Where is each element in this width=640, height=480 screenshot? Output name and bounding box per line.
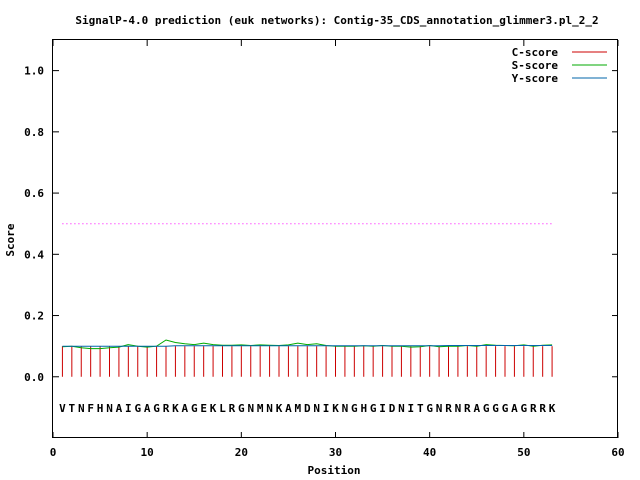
sequence-letter: L: [219, 402, 226, 415]
y-score-line: [62, 345, 553, 347]
x-axis-label: Position: [308, 464, 361, 477]
sequence-letter: G: [502, 402, 509, 415]
sequence-letter: M: [295, 402, 302, 415]
sequence-letter: A: [144, 402, 151, 415]
plot-frame: [52, 39, 618, 438]
y-tick-label: 0.4: [24, 248, 44, 261]
sequence-letter: V: [59, 402, 66, 415]
chart-title: SignalP-4.0 prediction (euk networks): C…: [75, 14, 598, 27]
sequence-letter: N: [247, 402, 254, 415]
sequence-letter: K: [549, 402, 556, 415]
x-tick-label: 40: [423, 446, 436, 459]
sequence-letter: R: [539, 402, 546, 415]
sequence-letter: A: [473, 402, 480, 415]
y-tick-label: 0.2: [24, 310, 44, 323]
sequence-letter: I: [323, 402, 330, 415]
sequence-letter: N: [436, 402, 443, 415]
sequence-letter: G: [426, 402, 433, 415]
x-tick-label: 50: [517, 446, 530, 459]
sequence-letter: E: [200, 402, 207, 415]
x-tick-label: 20: [235, 446, 248, 459]
x-tick-label: 60: [611, 446, 624, 459]
sequence-letter: A: [116, 402, 123, 415]
sequence-letter: H: [97, 402, 104, 415]
y-axis-label: Score: [4, 223, 17, 256]
sequence-letter: I: [379, 402, 386, 415]
y-tick-label: 0.6: [24, 187, 44, 200]
y-tick-label: 1.0: [24, 65, 44, 78]
legend-label: S-score: [512, 59, 559, 72]
sequence-letter: R: [445, 402, 452, 415]
sequence-letter: H: [360, 402, 367, 415]
sequence-letter: G: [153, 402, 160, 415]
legend-label: C-score: [512, 46, 559, 59]
sequence-letter: I: [125, 402, 132, 415]
sequence-letter: R: [229, 402, 236, 415]
sequence-letter: G: [191, 402, 198, 415]
sequence-letter: T: [69, 402, 76, 415]
y-tick-label: 0.8: [24, 126, 44, 139]
sequence-letter: G: [521, 402, 528, 415]
x-tick-label: 30: [329, 446, 342, 459]
legend-label: Y-score: [512, 72, 559, 85]
sequence-letter: F: [87, 402, 94, 415]
sequence-letter: A: [285, 402, 292, 415]
sequence-letter: A: [182, 402, 189, 415]
sequence-letter: G: [370, 402, 377, 415]
sequence-letter: G: [492, 402, 499, 415]
x-tick-label: 0: [50, 446, 57, 459]
x-tick-label: 10: [141, 446, 154, 459]
sequence-letter: K: [332, 402, 339, 415]
sequence-letter: N: [266, 402, 273, 415]
sequence-letter: G: [483, 402, 490, 415]
sequence-letter: R: [464, 402, 471, 415]
series-layer: [61, 339, 553, 377]
sequence-letter: T: [417, 402, 424, 415]
sequence-letter: K: [276, 402, 283, 415]
sequence-letter: R: [530, 402, 537, 415]
sequence-letter: D: [389, 402, 396, 415]
x-axis: 0 10 20 30 40 50 60: [50, 40, 625, 459]
y-axis: 0.0 0.2 0.4 0.6 0.8 1.0: [24, 65, 618, 384]
sequence-letter: A: [511, 402, 518, 415]
sequence-letter: D: [304, 402, 311, 415]
sequence-letter: G: [134, 402, 141, 415]
sequence-letter: N: [398, 402, 405, 415]
sequence-letter: I: [408, 402, 415, 415]
sequence-letter: N: [106, 402, 113, 415]
sequence-letter: M: [257, 402, 264, 415]
sequence-letter: N: [455, 402, 462, 415]
sequence-letter: K: [210, 402, 217, 415]
sequence-letter: R: [163, 402, 170, 415]
sequence-letter: N: [313, 402, 320, 415]
sequence-letter: G: [351, 402, 358, 415]
sequence-letter: G: [238, 402, 245, 415]
sequence-letter: N: [78, 402, 85, 415]
sequence-letter: K: [172, 402, 179, 415]
y-tick-label: 0.0: [24, 371, 44, 384]
sequence-letter: N: [342, 402, 349, 415]
